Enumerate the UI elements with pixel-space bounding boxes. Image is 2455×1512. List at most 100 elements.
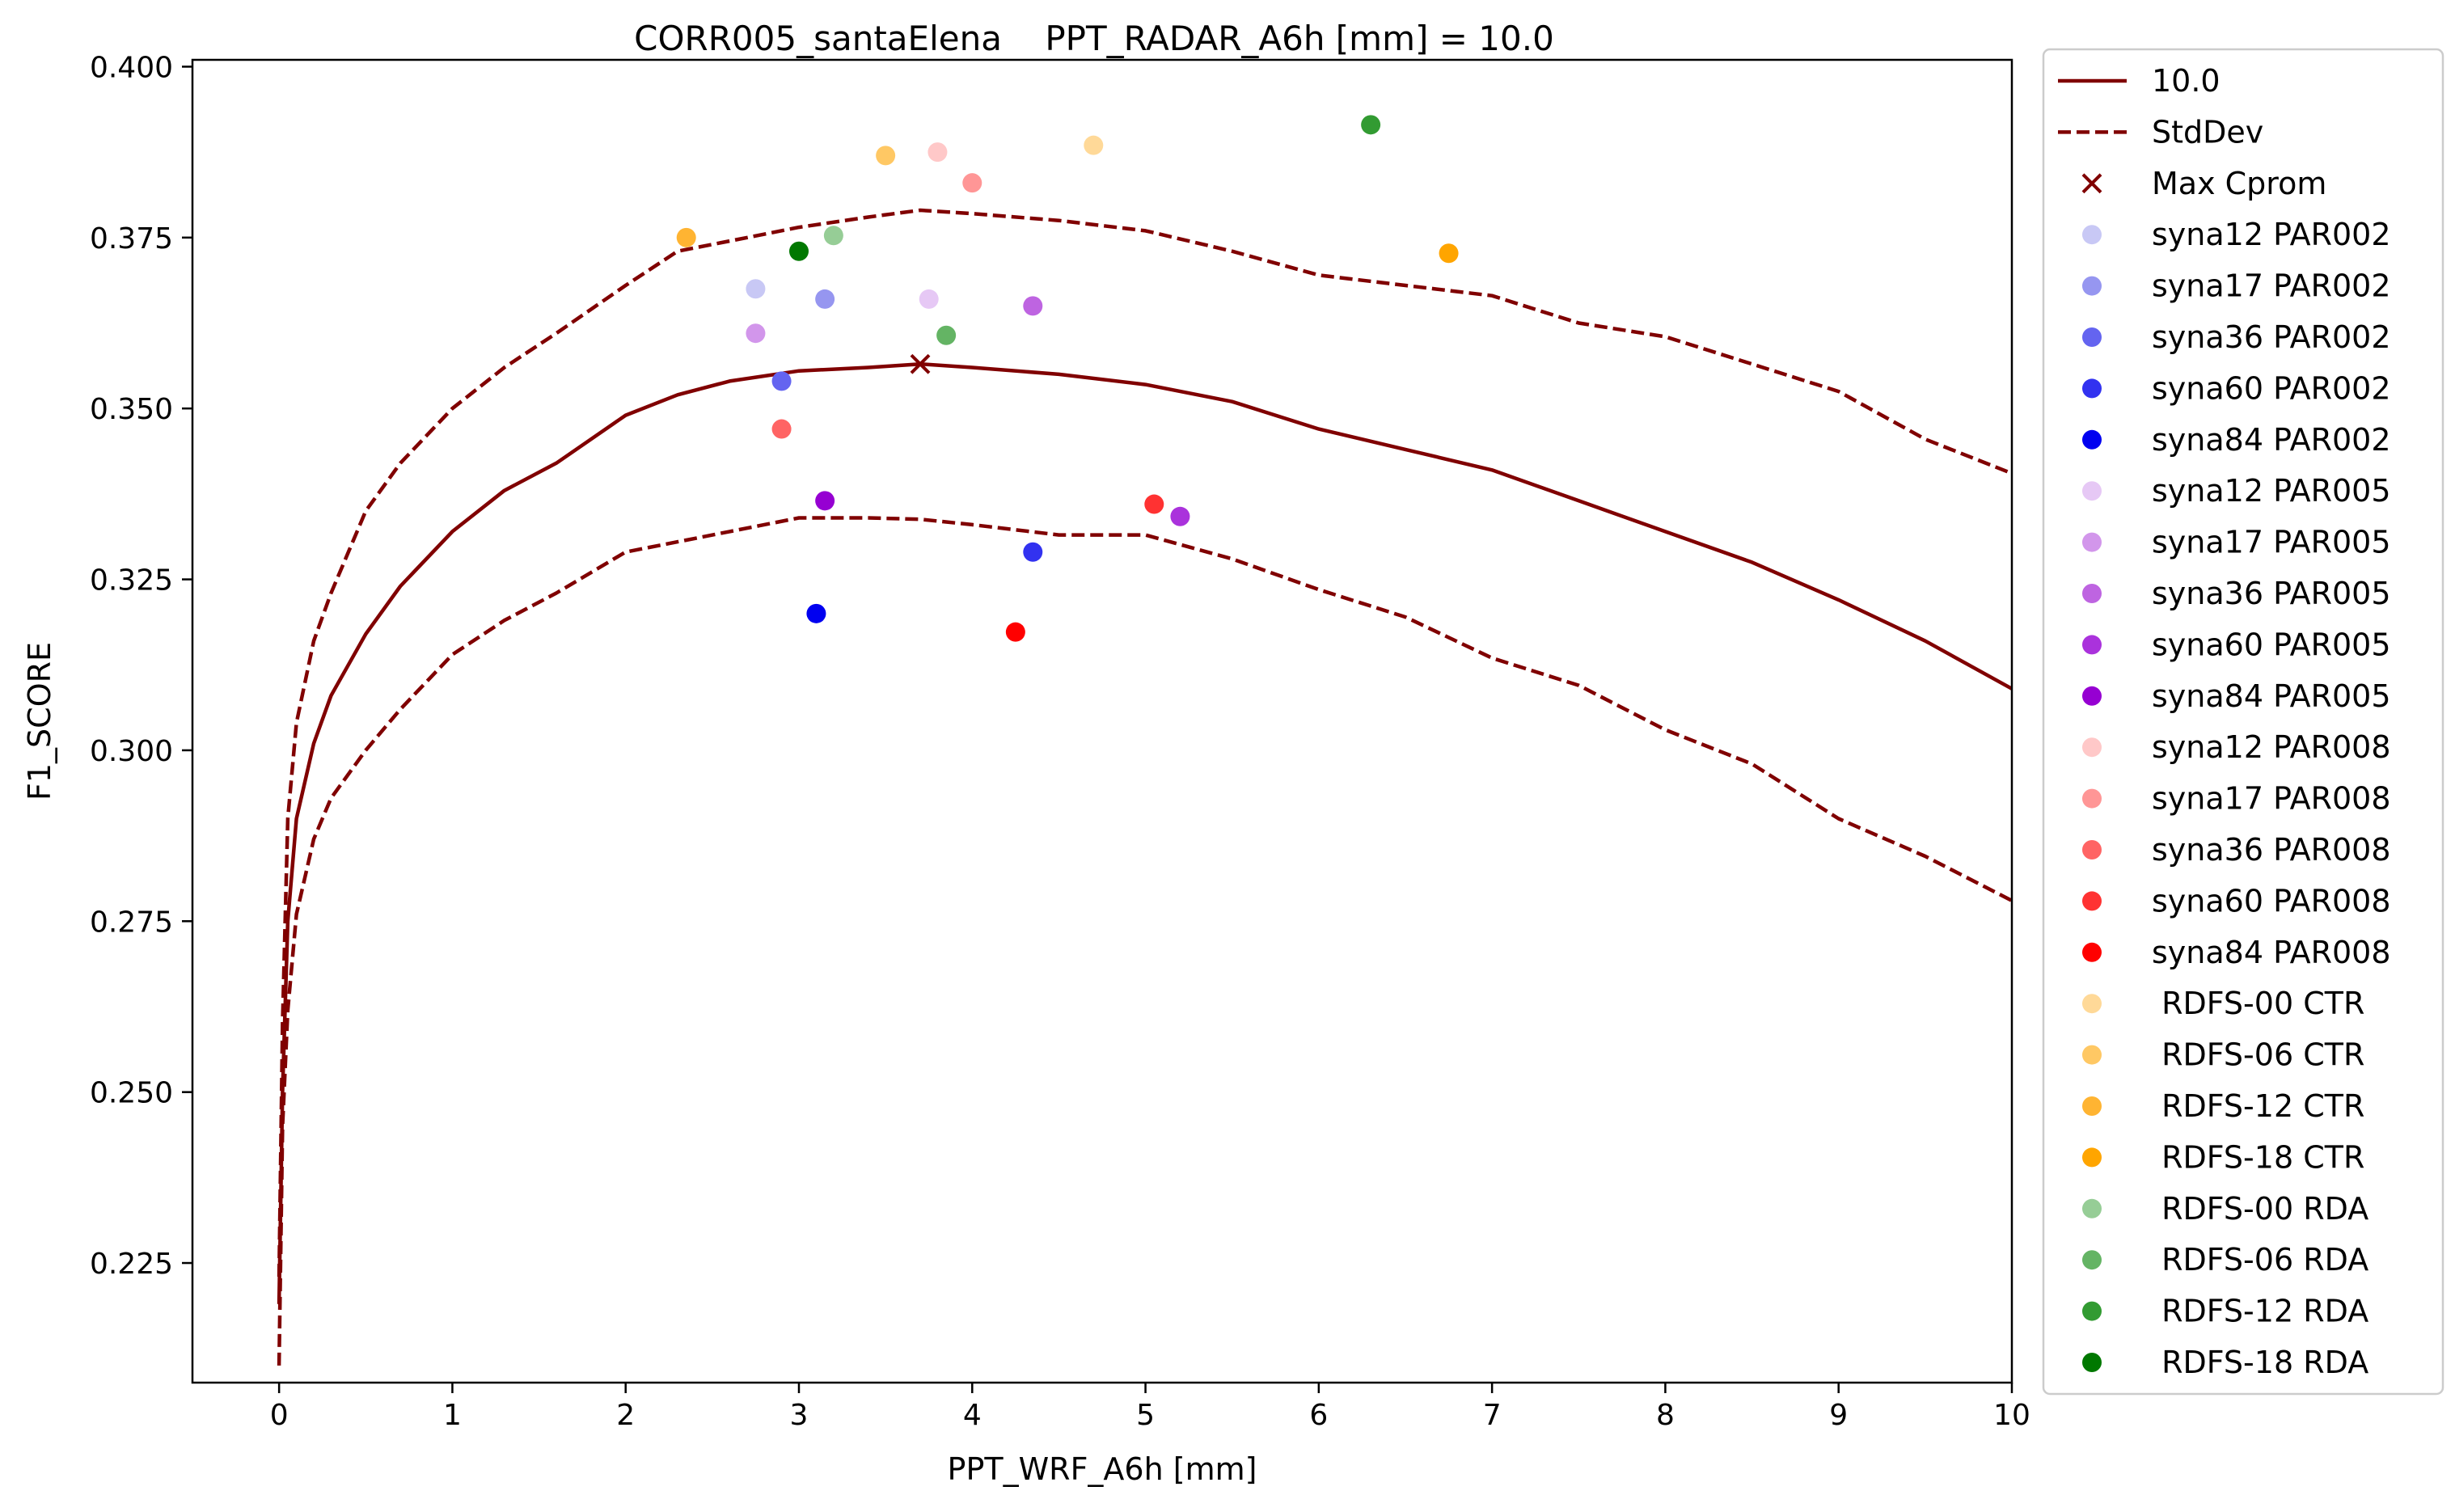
legend-entry: RDFS-06 RDA (2082, 1242, 2368, 1278)
chart-title: CORR005_santaElena PPT_RADAR_A6h [mm] = … (634, 19, 1554, 58)
legend-dot-swatch (2082, 532, 2102, 552)
legend-dot-swatch (2082, 891, 2102, 911)
data-point-21 (936, 325, 957, 345)
legend-dot-swatch (2082, 429, 2102, 450)
legend-entry: syna60 PAR002 (2082, 370, 2391, 406)
legend-dot-swatch (2082, 276, 2102, 296)
legend-entry: 10.0 (2058, 63, 2220, 99)
data-point-3 (771, 371, 792, 391)
legend-dot-swatch (2082, 327, 2102, 347)
legend-label: syna12 PAR002 (2152, 217, 2391, 252)
plot-frame (191, 58, 2013, 1384)
legend-entry: syna17 PAR008 (2082, 781, 2391, 817)
x-tick-label: 4 (963, 1399, 982, 1432)
legend-entry: RDFS-18 RDA (2082, 1345, 2368, 1380)
legend-dot-swatch (2082, 481, 2102, 501)
data-point-19 (1439, 243, 1459, 264)
legend-cross-swatch (2081, 173, 2102, 194)
legend-label: syna17 PAR008 (2152, 781, 2391, 817)
legend-dot-swatch (2082, 635, 2102, 655)
y-tick-label: 0.325 (90, 564, 173, 598)
axes: 0 1 2 3 4 5 6 7 8 9 10 0.225 0.250 0.275 0.300 0.325 0.3… (90, 51, 2030, 1432)
legend-label: StdDev (2152, 114, 2263, 150)
data-point-4 (1023, 542, 1043, 562)
legend-label: RDFS-06 RDA (2152, 1242, 2368, 1278)
legend-label: RDFS-00 CTR (2152, 986, 2364, 1021)
legend-label: syna36 PAR008 (2152, 832, 2391, 868)
legend-entry: syna60 PAR005 (2082, 627, 2391, 662)
max-cprom-marker (910, 353, 931, 374)
legend-entry: syna36 PAR002 (2082, 319, 2391, 355)
legend-label: RDFS-12 CTR (2152, 1088, 2364, 1124)
legend-label: syna12 PAR005 (2152, 473, 2391, 509)
legend-label: syna12 PAR008 (2152, 729, 2391, 765)
legend-entry: Max Cprom (2081, 166, 2326, 201)
y-tick-label: 0.375 (90, 222, 173, 256)
data-point-18 (676, 227, 696, 247)
legend-dot-swatch (2082, 1096, 2102, 1116)
x-tick-label: 5 (1136, 1399, 1155, 1432)
legend-dot-swatch (2082, 1198, 2102, 1218)
data-point-15 (1005, 622, 1025, 642)
legend-entry: RDFS-12 CTR (2082, 1088, 2364, 1124)
data-point-11 (927, 142, 948, 163)
legend-dot-swatch (2082, 1045, 2102, 1065)
data-point-5 (806, 603, 826, 623)
legend-box (2042, 48, 2444, 1396)
x-tick-label: 9 (1829, 1399, 1848, 1432)
legend-label: syna60 PAR005 (2152, 627, 2391, 662)
legend-entry: syna36 PAR005 (2082, 576, 2391, 611)
legend-entry: RDFS-12 RDA (2082, 1294, 2368, 1329)
series-line-1 (277, 361, 2013, 1304)
data-point-16 (1084, 135, 1104, 155)
legend-entry: RDFS-06 CTR (2082, 1037, 2364, 1073)
legend-label: RDFS-00 RDA (2152, 1191, 2368, 1227)
data-point-2 (815, 289, 835, 309)
legend-label: syna60 PAR002 (2152, 370, 2391, 406)
data-point-17 (876, 146, 896, 166)
legend-entry: syna36 PAR008 (2082, 832, 2391, 868)
legend-label: Max Cprom (2152, 166, 2326, 201)
y-tick-label: 0.275 (90, 906, 173, 939)
legend-label: syna84 PAR005 (2152, 678, 2391, 714)
data-point-23 (789, 241, 809, 261)
legend-entry: syna84 PAR005 (2082, 678, 2391, 714)
legend-entry: syna12 PAR005 (2082, 473, 2391, 509)
legend-entry: syna84 PAR002 (2082, 422, 2391, 458)
legend-dot-swatch (2082, 1147, 2102, 1168)
legend-entry: syna17 PAR005 (2082, 525, 2391, 560)
legend-dot-swatch (2082, 942, 2102, 962)
legend-label: syna84 PAR002 (2152, 422, 2391, 458)
legend-label: syna84 PAR008 (2152, 935, 2391, 970)
data-point-13 (771, 419, 792, 439)
data-point-9 (1170, 506, 1190, 526)
data-point-22 (1361, 115, 1381, 135)
legend-label: 10.0 (2152, 63, 2220, 99)
legend-dot-swatch (2082, 788, 2102, 809)
x-tick-label: 10 (1993, 1399, 2030, 1432)
legend-entry: syna84 PAR008 (2082, 935, 2391, 970)
y-tick-label: 0.300 (90, 735, 173, 768)
y-tick-label: 0.350 (90, 393, 173, 426)
y-axis-label: F1_SCORE (22, 642, 57, 800)
data-point-1 (746, 279, 766, 299)
legend-label: RDFS-06 CTR (2152, 1037, 2364, 1073)
legend-dot-swatch (2082, 686, 2102, 706)
data-point-20 (823, 226, 843, 246)
legend-entry: StdDev (2058, 114, 2263, 150)
x-tick-label: 6 (1309, 1399, 1328, 1432)
series-line-3 (277, 516, 2013, 1366)
legend-dot-swatch (2082, 737, 2102, 758)
legend-dot-swatch (2082, 994, 2102, 1014)
legend-label: syna36 PAR002 (2152, 319, 2391, 355)
legend-entry: RDFS-00 RDA (2082, 1191, 2368, 1227)
data-point-10 (815, 491, 835, 511)
legend-entry: syna12 PAR002 (2082, 217, 2391, 252)
legend-entry: syna12 PAR008 (2082, 729, 2391, 765)
legend-dot-swatch (2082, 1353, 2102, 1372)
plot-area (277, 115, 2013, 1366)
series-line-2 (277, 208, 2013, 1278)
data-point-14 (1144, 494, 1164, 514)
legend-dot-swatch (2082, 1250, 2102, 1270)
legend-label: syna17 PAR002 (2152, 268, 2391, 304)
